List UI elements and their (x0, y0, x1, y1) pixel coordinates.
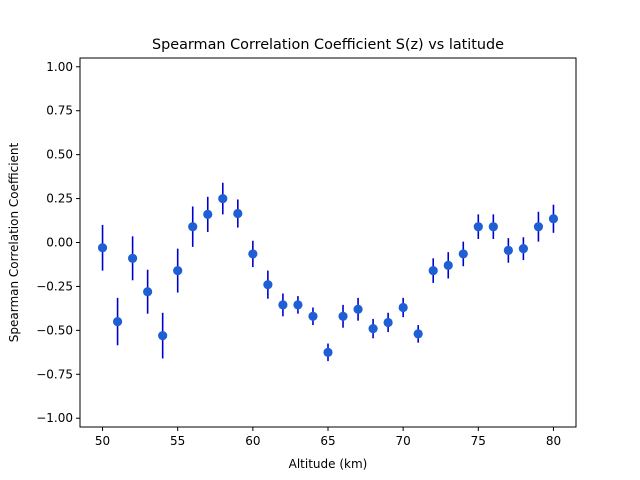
data-point (278, 300, 288, 310)
plot-area (97, 182, 559, 362)
y-axis-ticks: −1.00 −0.75 −0.50 −0.25 0.00 0.25 0.50 0.75 1.00 (36, 60, 80, 425)
x-tick-label: 55 (170, 434, 185, 448)
data-point (323, 347, 333, 357)
data-point (548, 214, 559, 224)
y-tick-label: −0.25 (36, 279, 73, 293)
y-tick-label: −0.50 (36, 323, 73, 337)
y-tick-label: 0.00 (46, 236, 73, 250)
data-point (413, 329, 423, 339)
x-tick-label: 70 (396, 434, 411, 448)
data-point (368, 324, 378, 334)
y-tick-label: 0.25 (46, 192, 73, 206)
y-axis-label: Spearman Correlation Coefficient (7, 142, 21, 342)
data-point (203, 209, 213, 219)
data-point (443, 260, 453, 270)
data-point (308, 311, 318, 321)
y-tick-label: 0.75 (46, 104, 73, 118)
data-point (97, 243, 108, 253)
data-point (128, 253, 138, 263)
data-point (112, 316, 123, 327)
data-point (398, 302, 408, 313)
y-tick-label: −0.75 (36, 367, 73, 381)
data-point (353, 304, 363, 314)
y-tick-label: 0.50 (46, 148, 73, 162)
y-tick-label: 1.00 (46, 60, 73, 74)
data-point (143, 287, 153, 297)
x-axis-label: Altitude (km) (289, 457, 368, 471)
x-tick-label: 65 (320, 434, 335, 448)
data-point (158, 331, 168, 341)
data-point (263, 280, 273, 290)
x-tick-label: 75 (471, 434, 486, 448)
data-point (458, 249, 468, 259)
y-tick-label: −1.00 (36, 411, 73, 425)
data-point (338, 311, 348, 321)
data-point (173, 266, 183, 276)
data-point (218, 193, 228, 204)
x-tick-label: 60 (245, 434, 260, 448)
data-point (233, 208, 243, 219)
chart-title: Spearman Correlation Coefficient S(z) vs… (152, 37, 504, 53)
data-point (293, 300, 303, 310)
data-point (188, 222, 198, 232)
data-point (533, 222, 544, 232)
data-point (383, 317, 393, 328)
data-point (488, 222, 498, 232)
x-tick-label: 80 (546, 434, 561, 448)
data-point (428, 266, 438, 276)
data-point (518, 244, 528, 254)
axes-frame (79, 57, 577, 428)
data-point (248, 249, 258, 259)
x-tick-label: 50 (95, 434, 110, 448)
data-point (473, 222, 483, 232)
data-point (503, 245, 513, 256)
x-axis-ticks: 50 55 60 65 70 75 80 (95, 427, 561, 448)
